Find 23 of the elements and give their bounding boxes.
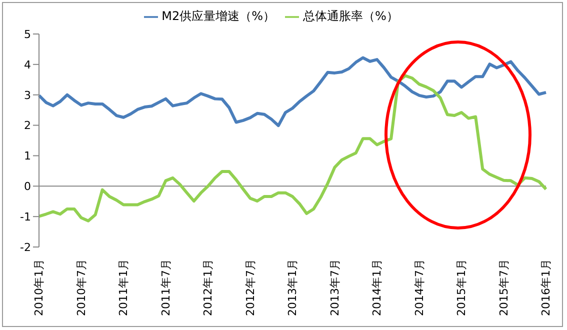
legend-label: 总体通胀率（%） <box>302 9 398 23</box>
y-tick-label: 2 <box>24 119 31 132</box>
x-tick-label: 2015年1月 <box>455 259 468 316</box>
x-tick-label: 2011年1月 <box>117 259 130 316</box>
y-tick-label: -1 <box>20 210 31 224</box>
y-tick-label: -2 <box>20 240 31 254</box>
x-tick-label: 2015年7月 <box>497 259 510 316</box>
x-tick-label: 2014年1月 <box>370 259 384 316</box>
y-tick-label: 5 <box>24 28 31 41</box>
x-tick-label: 2012年1月 <box>202 259 214 316</box>
x-tick-label: 2010年7月 <box>74 259 88 316</box>
x-tick-label: 2016年1月 <box>540 259 552 316</box>
x-tick-label: 2014年7月 <box>412 259 426 316</box>
x-tick-label: 2011年7月 <box>159 259 172 316</box>
y-tick-label: 3 <box>24 88 31 102</box>
x-tick-label: 2013年7月 <box>328 259 342 316</box>
y-tick-label: 1 <box>24 150 31 163</box>
legend-label: M2供应量增速（%） <box>162 9 275 23</box>
y-tick-label: 0 <box>24 180 31 194</box>
y-tick-label: 4 <box>24 58 31 72</box>
x-tick-label: 2010年1月 <box>32 259 46 316</box>
x-tick-label: 2013年1月 <box>286 259 299 316</box>
x-tick-label: 2012年7月 <box>244 259 257 316</box>
